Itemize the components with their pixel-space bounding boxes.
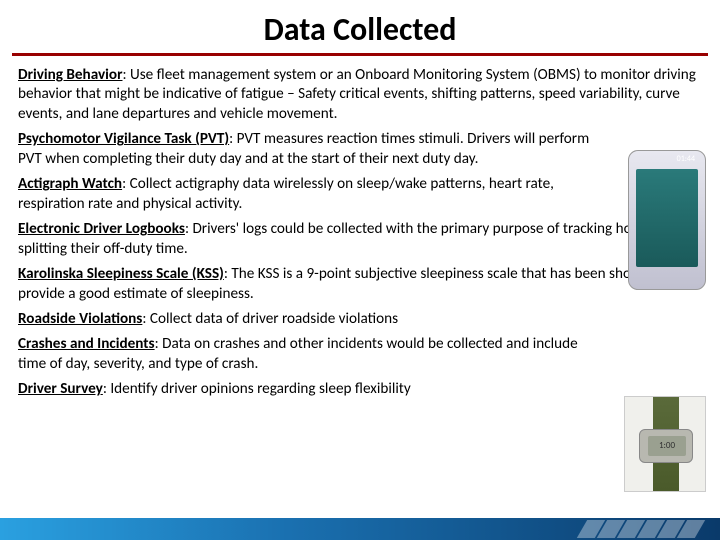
smartphone-photo: 01:44 [628,150,706,290]
section-sep: : [155,335,163,353]
section-label: Electronic Driver Logbooks [18,220,185,238]
section-survey: Driver Survey: Identify driver opinions … [18,380,608,399]
section-label: Crashes and Incidents [18,335,155,353]
title-underline [12,53,708,56]
section-sep: : [122,66,130,84]
section-sep: : [122,175,130,193]
phone-time-label: 01:44 [639,154,695,166]
section-roadside: Roadside Violations: Collect data of dri… [18,310,608,329]
section-label: Roadside Violations [18,310,142,328]
actigraph-watch-photo: 1:00 [624,396,706,492]
section-label: Karolinska Sleepiness Scale (KSS) [18,265,224,283]
watch-display: 1:00 [648,436,686,456]
section-label: Actigraph Watch [18,175,122,193]
section-text: Identify driver opinions regarding sleep… [110,380,410,398]
section-text: Collect data of driver roadside violatio… [150,310,398,328]
section-pvt: Psychomotor Vigilance Task (PVT): PVT me… [18,130,598,169]
page-title: Data Collected [0,0,720,53]
section-label: Driving Behavior [18,66,122,84]
phone-screen-icon [636,169,698,267]
footer-chevrons-icon [582,520,700,538]
section-kss: Karolinska Sleepiness Scale (KSS): The K… [18,265,702,304]
section-crashes: Crashes and Incidents: Data on crashes a… [18,335,608,374]
section-actigraph: Actigraph Watch: Collect actigraphy data… [18,175,598,214]
watch-face-icon: 1:00 [639,429,693,463]
section-sep: : [229,130,237,148]
section-driving-behavior: Driving Behavior: Use fleet management s… [18,66,702,124]
section-label: Driver Survey [18,380,103,398]
footer-bar [0,518,720,540]
content-area: Driving Behavior: Use fleet management s… [0,66,720,400]
section-logbooks: Electronic Driver Logbooks: Drivers' log… [18,220,702,259]
section-sep: : [142,310,150,328]
section-label: Psychomotor Vigilance Task (PVT) [18,130,229,148]
